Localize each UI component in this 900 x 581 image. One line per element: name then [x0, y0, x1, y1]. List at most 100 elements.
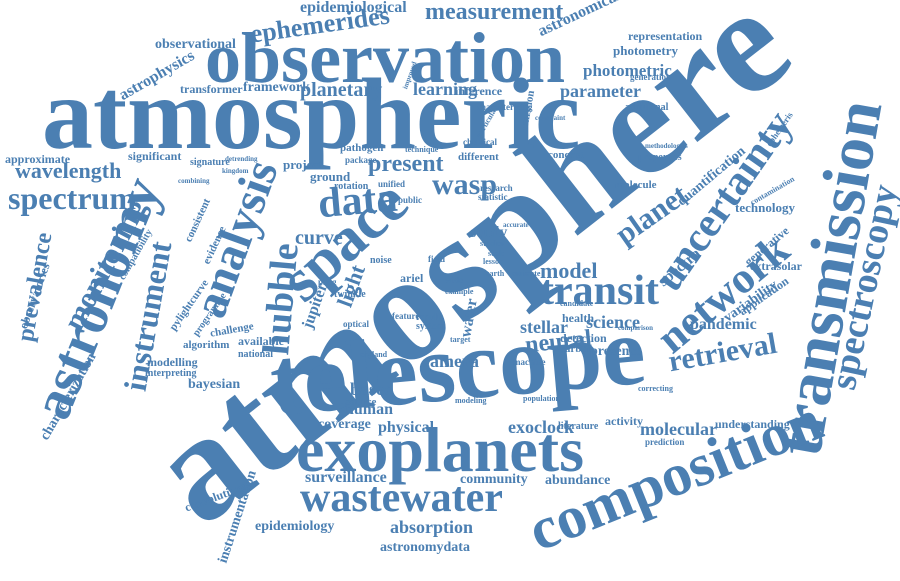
word-algorithm: algorithm	[183, 339, 230, 351]
word-photometry: photometry	[613, 43, 678, 58]
word-available: available	[238, 334, 285, 348]
word-coverage: coverage	[318, 417, 371, 432]
word-learning: learning	[413, 79, 478, 99]
word-england: england	[360, 350, 388, 359]
word-noise: noise	[370, 255, 392, 266]
word-wasp: wasp	[432, 168, 498, 201]
word-parameter: parameter	[560, 81, 641, 101]
word-transit: transit	[540, 268, 659, 314]
word-optical: optical	[343, 319, 369, 329]
word-presence: presence	[590, 344, 642, 359]
word-modelling: modelling	[147, 355, 198, 369]
word-package: package	[345, 155, 377, 165]
word-transformer: transformer	[180, 82, 243, 96]
word-abundance: abundance	[545, 473, 611, 488]
word-signature: signature	[190, 157, 230, 168]
word-studies: studies	[480, 239, 504, 248]
word-lesson: lesson	[483, 257, 504, 266]
word-prediction: prediction	[645, 437, 685, 447]
word-detrending: detrending	[225, 155, 258, 163]
word-significant: significant	[128, 149, 182, 163]
word-curve: curve	[295, 227, 343, 249]
word-atmospheric: atmospheric	[42, 58, 581, 171]
word-study: study	[470, 224, 508, 241]
word-activity: activity	[605, 414, 643, 428]
word-wavelength: wavelength	[15, 158, 122, 183]
word-combining: combining	[178, 177, 210, 185]
word-ground: ground	[310, 169, 351, 184]
word-research: research	[480, 183, 513, 193]
word-constraint: constraint	[535, 114, 566, 122]
word-representation: representation	[628, 29, 703, 43]
word-observation: observation	[205, 18, 565, 98]
word-technology: technology	[735, 200, 795, 215]
word-modeling: modeling	[455, 396, 487, 405]
word-approximate: approximate	[5, 152, 71, 166]
word-astronomydata: astronomydata	[380, 540, 470, 555]
word-statistic: statistic	[478, 192, 508, 202]
word-earth: earth	[486, 269, 505, 278]
word-national: national	[238, 349, 274, 360]
word-chemical: chemical	[463, 137, 497, 147]
word-present: present	[368, 151, 444, 177]
word-exoplanets: exoplanets	[296, 414, 584, 485]
word-photometric: photometric	[583, 61, 672, 80]
word-understanding: understanding	[715, 417, 790, 431]
word-methodologies: methodologies	[645, 142, 688, 150]
word-wastewater: wastewater	[300, 475, 503, 521]
word-scale: scale	[488, 249, 505, 258]
word-carbon: carbon	[560, 343, 593, 355]
word-interpreting: interpreting	[145, 368, 197, 379]
word-additional: additional	[625, 102, 669, 113]
word-target: target	[450, 335, 471, 344]
word-unified: unified	[378, 179, 406, 189]
word-absorption: absorption	[390, 517, 474, 537]
word-pheg: pheg	[318, 277, 337, 287]
word-model: model	[540, 258, 598, 283]
word-system: system	[416, 321, 445, 332]
word-wide: wide	[445, 275, 463, 285]
word-molecule: molecule	[615, 179, 657, 191]
word-measurement: measurement	[425, 0, 564, 25]
word-planetary: planetary	[300, 79, 383, 101]
word-epidemiological: epidemiological	[300, 0, 407, 16]
word-framework: framework	[243, 80, 310, 95]
word-correcting: correcting	[638, 384, 673, 393]
word-based: based	[350, 379, 395, 399]
word-literature: literature	[558, 421, 599, 432]
word-project: project	[283, 157, 323, 172]
word-epidemiology: epidemiology	[255, 519, 335, 534]
word-camera: camera	[422, 351, 479, 371]
word-candidate: candidate	[560, 299, 594, 308]
word-field: field	[428, 254, 445, 264]
word-surveillance: surveillance	[305, 469, 387, 486]
word-inference: inference	[455, 84, 503, 98]
word-estimate: estimate	[512, 269, 541, 278]
word-twinkle: twinkle	[334, 289, 366, 300]
word-bayesian: bayesian	[188, 377, 241, 392]
word-result: result	[416, 312, 441, 323]
word-detection: detection	[560, 331, 607, 345]
word-rotation: rotation	[334, 181, 369, 192]
word-extrasolar: extrasolar	[750, 259, 802, 273]
word-kingdom: kingdom	[222, 167, 249, 175]
word-health: health	[562, 311, 595, 325]
word-molecular: molecular	[640, 419, 717, 439]
word-accurate: accurate	[503, 221, 529, 229]
word-spectrum: spectrum	[8, 180, 136, 216]
word-properties: properties	[638, 152, 682, 163]
word-machine: machine	[513, 357, 546, 367]
word-exoclock: exoclock	[508, 417, 574, 437]
word-technique: technique	[405, 145, 439, 154]
word-comparison: comparison	[618, 324, 653, 332]
word-concept: concept	[548, 149, 585, 161]
word-human: human	[345, 401, 394, 418]
word-generation: generation	[630, 72, 671, 82]
word-public: public	[398, 195, 423, 205]
word-population: population	[523, 394, 560, 403]
word-pathogen: pathogen	[340, 142, 384, 154]
word-source: source	[346, 396, 377, 408]
word-observational: observational	[155, 37, 236, 52]
word-characterizing: characterizing	[477, 102, 533, 112]
